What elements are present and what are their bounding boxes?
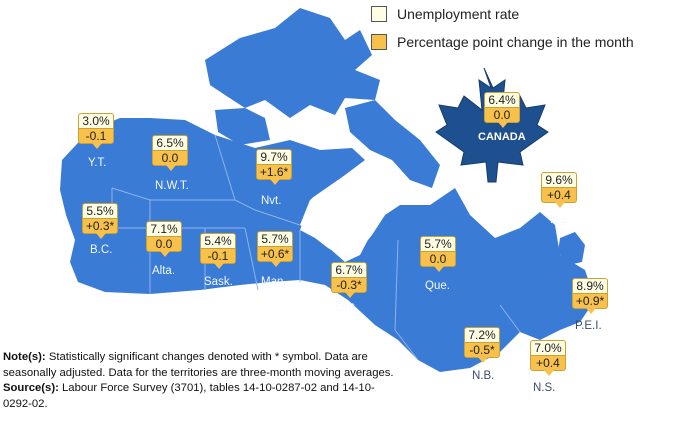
callout-nl: 9.6% +0.4: [541, 172, 577, 208]
callout-man: 5.7% +0.6*: [257, 231, 293, 267]
label-nvt: Nvt.: [261, 195, 282, 207]
rate-value: 5.7%: [257, 231, 293, 246]
change-value: 0.0: [420, 251, 456, 272]
baffin-island: [345, 100, 440, 188]
callout-nwt: 6.5% 0.0: [152, 135, 188, 171]
change-value: +0.4: [541, 187, 577, 208]
callout-nvt: 9.7% +1.6*: [256, 149, 292, 185]
change-value: +0.3*: [82, 218, 118, 239]
rate-value: 7.2%: [464, 327, 500, 342]
callout-alta: 7.1% 0.0: [146, 221, 182, 257]
maple-leaf: [435, 67, 549, 183]
legend-change: Percentage point change in the month: [371, 34, 634, 50]
change-value: 0.0: [484, 107, 520, 128]
label-que: Que.: [425, 280, 450, 292]
rate-value: 7.1%: [146, 221, 182, 236]
rate-value: 6.7%: [331, 262, 367, 277]
rate-value: 9.6%: [541, 172, 577, 187]
label-yt: Y.T.: [88, 157, 107, 169]
source-text: Labour Force Survey (3701), tables 14-10…: [3, 382, 375, 410]
change-value: -0.3*: [331, 277, 367, 298]
label-ns: N.S.: [533, 382, 556, 394]
label-man: Man.: [261, 276, 287, 288]
rate-value: 3.0%: [78, 113, 114, 128]
rate-value: 6.4%: [484, 92, 520, 107]
source-label: Source(s):: [3, 382, 59, 394]
change-value: -0.1: [200, 248, 236, 269]
label-nl: N.L.: [550, 214, 572, 226]
change-value: +0.9*: [572, 293, 608, 314]
legend-rate: Unemployment rate: [371, 6, 519, 22]
note-text: Statistically significant changes denote…: [3, 351, 394, 379]
label-nwt: N.W.T.: [155, 180, 189, 192]
rate-value: 9.7%: [256, 149, 292, 164]
change-value: 0.0: [152, 150, 188, 171]
rate-value: 5.7%: [420, 236, 456, 251]
note-line: Note(s): Statistically significant chang…: [3, 350, 403, 381]
legend-rate-swatch: [371, 6, 387, 22]
rate-value: 6.5%: [152, 135, 188, 150]
callout-ont: 6.7% -0.3*: [331, 262, 367, 298]
callout-pei: 8.9% +0.9*: [572, 278, 608, 314]
arctic-islands: [205, 8, 380, 118]
change-value: -0.1: [78, 128, 114, 149]
label-pei: P.E.I.: [575, 320, 602, 332]
label-sask: Sask.: [204, 276, 233, 288]
rate-value: 5.5%: [82, 203, 118, 218]
callout-canada: 6.4% 0.0: [484, 92, 520, 128]
change-value: +0.4: [530, 355, 566, 376]
callout-bc: 5.5% +0.3*: [82, 203, 118, 239]
notes-block: Note(s): Statistically significant chang…: [3, 350, 403, 412]
callout-sask: 5.4% -0.1: [200, 233, 236, 269]
source-line: Source(s): Labour Force Survey (3701), t…: [3, 381, 403, 412]
legend-rate-label: Unemployment rate: [397, 6, 520, 22]
change-value: +1.6*: [256, 164, 292, 185]
callout-ns: 7.0% +0.4: [530, 340, 566, 376]
mainland: [60, 118, 595, 372]
callout-yt: 3.0% -0.1: [78, 113, 114, 149]
label-alta: Alta.: [152, 265, 176, 277]
canada-label: CANADA: [478, 131, 526, 143]
callout-que: 5.7% 0.0: [420, 236, 456, 272]
rate-value: 5.4%: [200, 233, 236, 248]
newfoundland-island: [558, 232, 585, 265]
legend-change-label: Percentage point change in the month: [397, 34, 634, 50]
change-value: -0.5*: [464, 342, 500, 363]
note-label: Note(s):: [3, 351, 46, 363]
label-ont: Ont.: [336, 302, 358, 314]
label-bc: B.C.: [90, 244, 113, 256]
callout-nb: 7.2% -0.5*: [464, 327, 500, 363]
victoria-island: [215, 108, 270, 145]
change-value: +0.6*: [257, 246, 293, 267]
legend-change-swatch: [371, 34, 387, 50]
change-value: 0.0: [146, 236, 182, 257]
rate-value: 8.9%: [572, 278, 608, 293]
hudson-bay: [300, 178, 388, 258]
rate-value: 7.0%: [530, 340, 566, 355]
label-nb: N.B.: [472, 370, 495, 382]
